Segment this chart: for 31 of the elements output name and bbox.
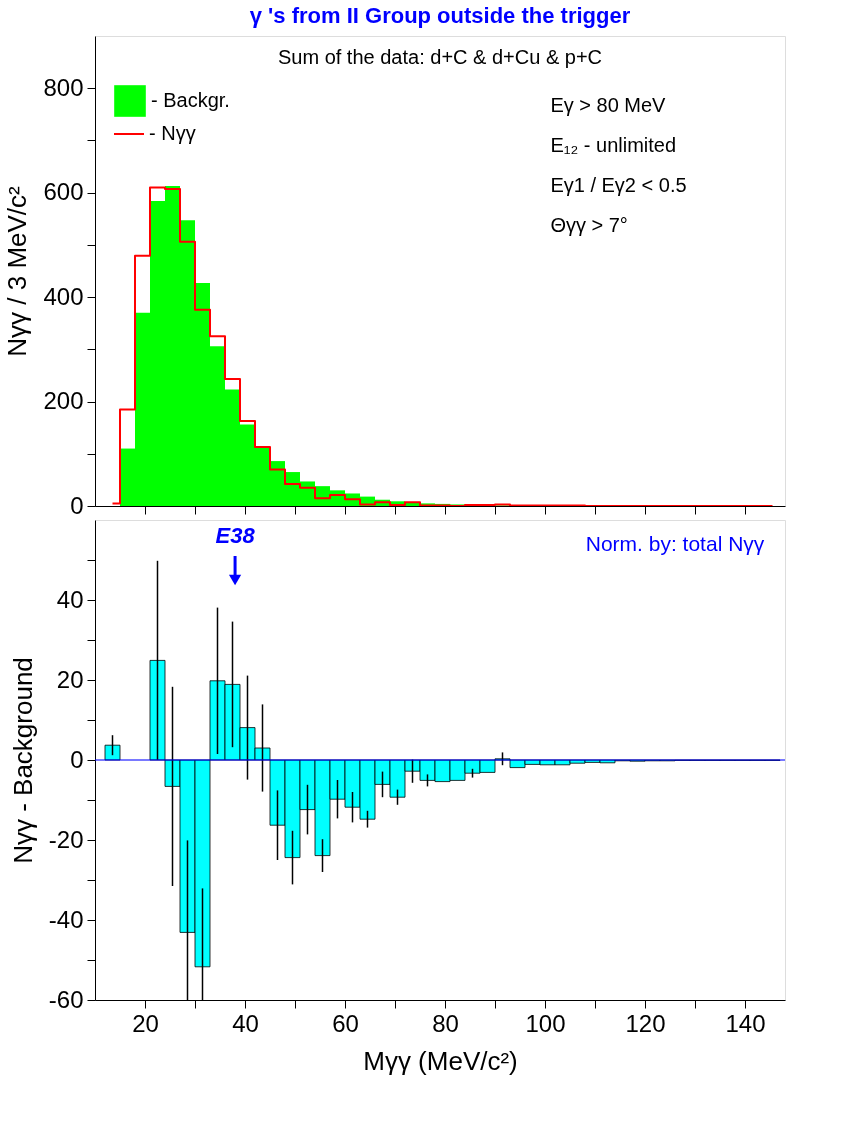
- annotation: Eγ > 80 MeV: [550, 94, 667, 116]
- y-axis-title: Nγγ - Background: [7, 657, 38, 864]
- x-axis-title: Mγγ (MeV/c²): [363, 1045, 518, 1076]
- annotation: Norm. by: total Nγγ: [585, 532, 765, 555]
- x-tick-label: 100: [525, 1009, 566, 1037]
- y-tick-label: -20: [48, 825, 84, 853]
- annotation: E₁₂ - unlimited: [550, 134, 677, 156]
- y-tick-label: 200: [43, 387, 84, 415]
- y-tick-label: -60: [48, 985, 84, 1013]
- y-tick-label: 400: [43, 282, 84, 310]
- y-tick-label: 0: [70, 745, 84, 773]
- x-tick-label: 120: [625, 1009, 666, 1037]
- legend-label: - Backgr.: [151, 89, 230, 111]
- legend-label: - Nγγ: [149, 122, 196, 144]
- annotation: E38: [215, 523, 256, 548]
- y-tick-label: 0: [70, 491, 84, 519]
- chart-title: γ 's from II Group outside the trigger: [249, 3, 631, 28]
- annotation: Sum of the data: d+C & d+Cu & p+C: [277, 46, 603, 68]
- x-tick-label: 40: [232, 1009, 259, 1037]
- y-tick-label: 800: [43, 73, 84, 101]
- y-tick-label: 20: [56, 665, 84, 693]
- x-tick-label: 140: [725, 1009, 766, 1037]
- y-axis-title: Nγγ / 3 MeV/c²: [2, 185, 33, 357]
- y-tick-label: -40: [48, 905, 84, 933]
- x-tick-label: 80: [432, 1009, 459, 1037]
- x-tick-label: 20: [132, 1009, 159, 1037]
- y-tick-label: 40: [56, 585, 84, 613]
- annotation: Θγγ > 7°: [550, 214, 628, 236]
- y-tick-label: 600: [43, 178, 84, 206]
- annotation: Eγ1 / Eγ2 < 0.5: [550, 174, 687, 196]
- x-tick-label: 60: [332, 1009, 359, 1037]
